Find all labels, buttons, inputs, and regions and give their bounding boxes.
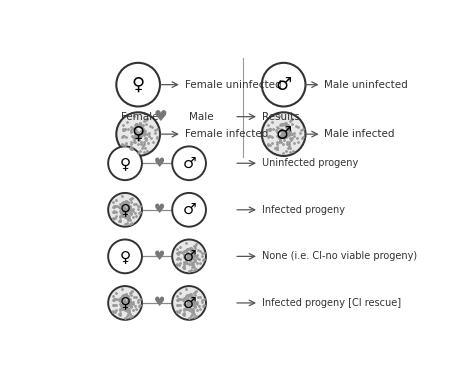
Text: ♂: ♂	[182, 249, 196, 264]
Text: ♥: ♥	[155, 157, 165, 170]
Text: Male infected: Male infected	[324, 129, 395, 139]
Text: Male: Male	[189, 112, 214, 122]
Text: Female: Female	[121, 112, 158, 122]
Circle shape	[172, 286, 206, 320]
Text: None (i.e. CI-no viable progeny): None (i.e. CI-no viable progeny)	[262, 251, 417, 261]
Circle shape	[108, 240, 142, 273]
Text: Female uninfected: Female uninfected	[185, 80, 282, 90]
Text: ♥: ♥	[155, 250, 165, 263]
Circle shape	[172, 193, 206, 227]
Text: ♥: ♥	[153, 109, 167, 124]
Text: ♥: ♥	[155, 296, 165, 310]
Text: ♀: ♀	[119, 249, 131, 264]
Circle shape	[262, 112, 306, 156]
Circle shape	[108, 193, 142, 227]
Circle shape	[108, 286, 142, 320]
Text: ♂: ♂	[182, 296, 196, 310]
Text: Male uninfected: Male uninfected	[324, 80, 408, 90]
Text: Results: Results	[262, 112, 300, 122]
Text: Infected progeny: Infected progeny	[262, 205, 345, 215]
Circle shape	[116, 112, 160, 156]
Text: Female infected: Female infected	[185, 129, 268, 139]
Text: ♂: ♂	[275, 125, 292, 143]
Circle shape	[262, 63, 306, 107]
Text: ♀: ♀	[119, 202, 131, 217]
Circle shape	[108, 146, 142, 180]
Text: ♥: ♥	[155, 203, 165, 216]
Circle shape	[172, 146, 206, 180]
Text: ♂: ♂	[182, 202, 196, 217]
Text: ♀: ♀	[132, 125, 145, 143]
Circle shape	[116, 63, 160, 107]
Text: Infected progeny [CI rescue]: Infected progeny [CI rescue]	[262, 298, 401, 308]
Text: ♀: ♀	[132, 76, 145, 94]
Circle shape	[172, 240, 206, 273]
Text: ♀: ♀	[119, 156, 131, 171]
Text: Uninfected progeny: Uninfected progeny	[262, 158, 358, 168]
Text: ♀: ♀	[119, 296, 131, 310]
Text: ♂: ♂	[182, 156, 196, 171]
Text: ♂: ♂	[275, 76, 292, 94]
